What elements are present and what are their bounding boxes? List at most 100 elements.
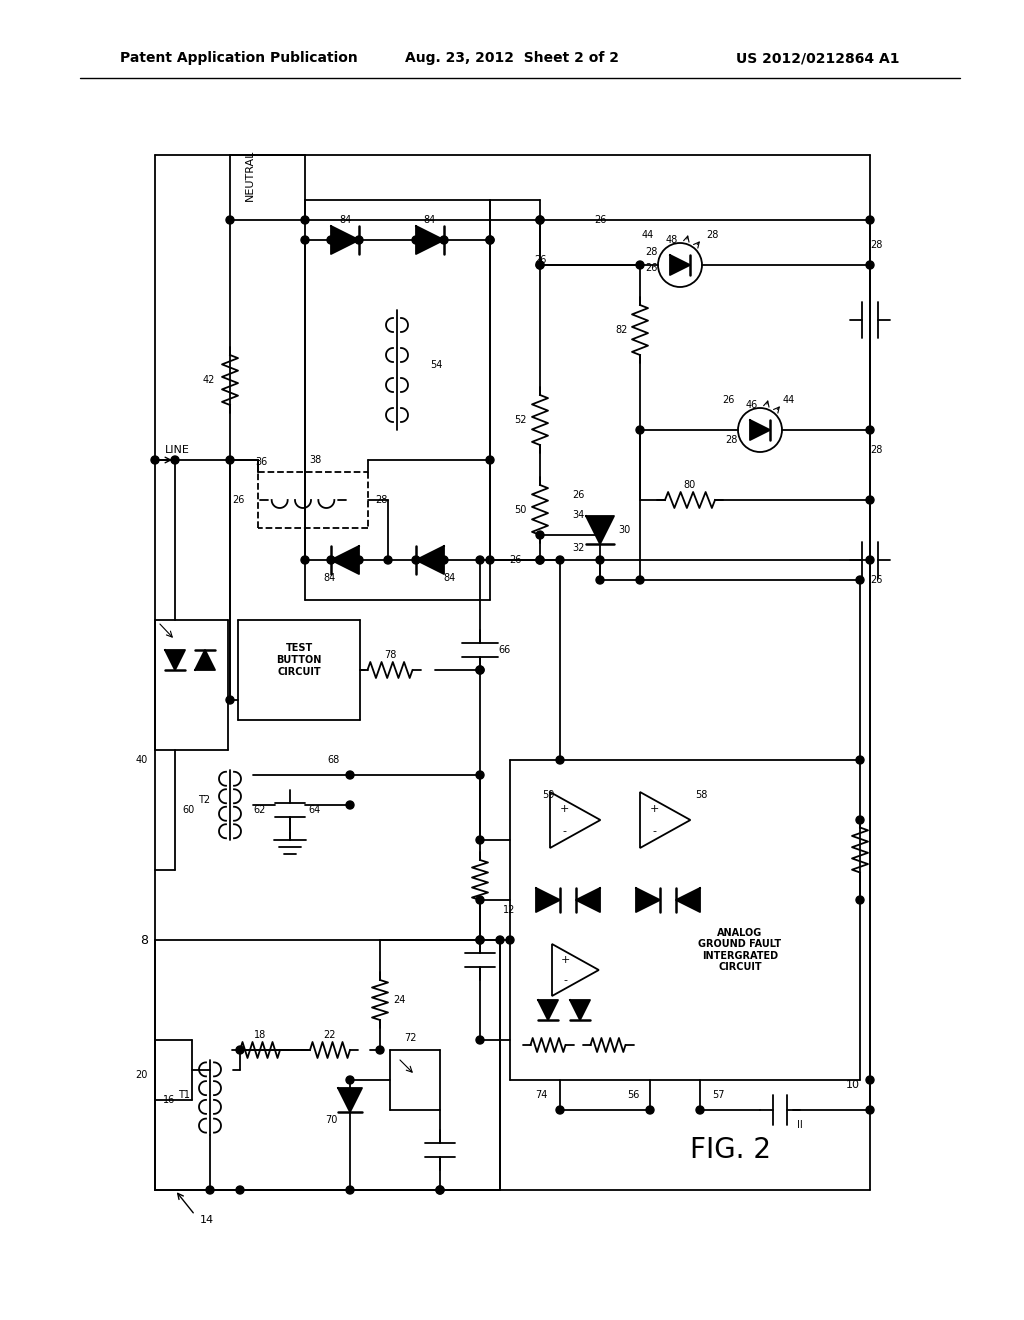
Polygon shape bbox=[570, 1001, 590, 1020]
Text: 22: 22 bbox=[324, 1030, 336, 1040]
Circle shape bbox=[536, 556, 544, 564]
Text: 38: 38 bbox=[309, 455, 322, 465]
Circle shape bbox=[866, 216, 874, 224]
Circle shape bbox=[536, 531, 544, 539]
Polygon shape bbox=[416, 546, 444, 574]
Circle shape bbox=[556, 1106, 564, 1114]
Circle shape bbox=[536, 216, 544, 224]
Circle shape bbox=[596, 576, 604, 583]
Text: 26: 26 bbox=[870, 576, 883, 585]
Circle shape bbox=[866, 426, 874, 434]
Circle shape bbox=[384, 556, 392, 564]
Polygon shape bbox=[750, 420, 770, 440]
Circle shape bbox=[226, 696, 234, 704]
Circle shape bbox=[536, 261, 544, 269]
Circle shape bbox=[556, 756, 564, 764]
Text: -: - bbox=[652, 826, 656, 836]
Text: 10: 10 bbox=[846, 1080, 860, 1090]
Circle shape bbox=[476, 936, 484, 944]
Circle shape bbox=[346, 771, 354, 779]
Circle shape bbox=[856, 816, 864, 824]
Text: 57: 57 bbox=[712, 1090, 725, 1100]
Text: 82: 82 bbox=[615, 325, 628, 335]
Circle shape bbox=[236, 1045, 244, 1053]
Text: 16: 16 bbox=[163, 1096, 175, 1105]
Polygon shape bbox=[416, 226, 444, 253]
Polygon shape bbox=[536, 888, 560, 912]
Text: 64: 64 bbox=[308, 805, 321, 814]
Circle shape bbox=[486, 236, 494, 244]
Circle shape bbox=[866, 261, 874, 269]
Circle shape bbox=[856, 896, 864, 904]
Circle shape bbox=[301, 236, 309, 244]
Text: 59: 59 bbox=[543, 789, 555, 800]
Circle shape bbox=[866, 496, 874, 504]
Circle shape bbox=[171, 455, 179, 465]
Text: 26: 26 bbox=[572, 490, 585, 500]
Circle shape bbox=[496, 936, 504, 944]
Circle shape bbox=[636, 261, 644, 269]
Text: 26: 26 bbox=[723, 395, 735, 405]
Circle shape bbox=[486, 455, 494, 465]
Text: 72: 72 bbox=[403, 1034, 416, 1043]
Text: FIG. 2: FIG. 2 bbox=[689, 1137, 770, 1164]
Text: 48: 48 bbox=[666, 235, 678, 246]
Text: 20: 20 bbox=[135, 1071, 148, 1080]
Circle shape bbox=[486, 556, 494, 564]
Text: 70: 70 bbox=[326, 1115, 338, 1125]
Text: 58: 58 bbox=[695, 789, 708, 800]
Text: 36: 36 bbox=[255, 457, 267, 467]
Circle shape bbox=[301, 216, 309, 224]
Polygon shape bbox=[338, 1088, 362, 1111]
Circle shape bbox=[476, 836, 484, 843]
Text: Patent Application Publication: Patent Application Publication bbox=[120, 51, 357, 65]
Circle shape bbox=[151, 455, 159, 465]
Polygon shape bbox=[331, 226, 359, 253]
Text: 26: 26 bbox=[509, 554, 521, 565]
Circle shape bbox=[476, 667, 484, 675]
Circle shape bbox=[226, 216, 234, 224]
Text: 28: 28 bbox=[645, 247, 658, 257]
Text: 28: 28 bbox=[706, 230, 719, 240]
Circle shape bbox=[476, 771, 484, 779]
Circle shape bbox=[476, 667, 484, 675]
Circle shape bbox=[206, 1185, 214, 1195]
Circle shape bbox=[536, 216, 544, 224]
Polygon shape bbox=[676, 888, 700, 912]
Text: 26: 26 bbox=[534, 255, 546, 265]
Polygon shape bbox=[670, 255, 690, 275]
Circle shape bbox=[346, 1076, 354, 1084]
Circle shape bbox=[476, 936, 484, 944]
Text: -: - bbox=[563, 975, 567, 986]
Circle shape bbox=[486, 236, 494, 244]
Text: ANALOG
GROUND FAULT
INTERGRATED
CIRCUIT: ANALOG GROUND FAULT INTERGRATED CIRCUIT bbox=[698, 928, 781, 973]
Polygon shape bbox=[586, 516, 614, 544]
Circle shape bbox=[346, 801, 354, 809]
Text: 46: 46 bbox=[745, 400, 758, 411]
Circle shape bbox=[596, 556, 604, 564]
Text: 30: 30 bbox=[618, 525, 630, 535]
Polygon shape bbox=[636, 888, 660, 912]
Circle shape bbox=[476, 556, 484, 564]
Circle shape bbox=[556, 556, 564, 564]
Circle shape bbox=[376, 1045, 384, 1053]
Text: II: II bbox=[797, 1119, 803, 1130]
Text: 42: 42 bbox=[203, 375, 215, 385]
Polygon shape bbox=[575, 888, 600, 912]
Polygon shape bbox=[538, 1001, 558, 1020]
Circle shape bbox=[436, 1185, 444, 1195]
Circle shape bbox=[301, 556, 309, 564]
Polygon shape bbox=[331, 546, 359, 574]
Circle shape bbox=[236, 1185, 244, 1195]
Text: 54: 54 bbox=[430, 360, 442, 370]
Circle shape bbox=[440, 556, 449, 564]
Text: 28: 28 bbox=[870, 240, 883, 249]
Text: LINE: LINE bbox=[165, 445, 189, 455]
Circle shape bbox=[355, 236, 362, 244]
Text: +: + bbox=[560, 954, 569, 965]
Text: T1: T1 bbox=[178, 1090, 190, 1100]
Text: 66: 66 bbox=[498, 645, 510, 655]
Circle shape bbox=[866, 556, 874, 564]
Text: 56: 56 bbox=[628, 1090, 640, 1100]
Text: 80: 80 bbox=[684, 480, 696, 490]
